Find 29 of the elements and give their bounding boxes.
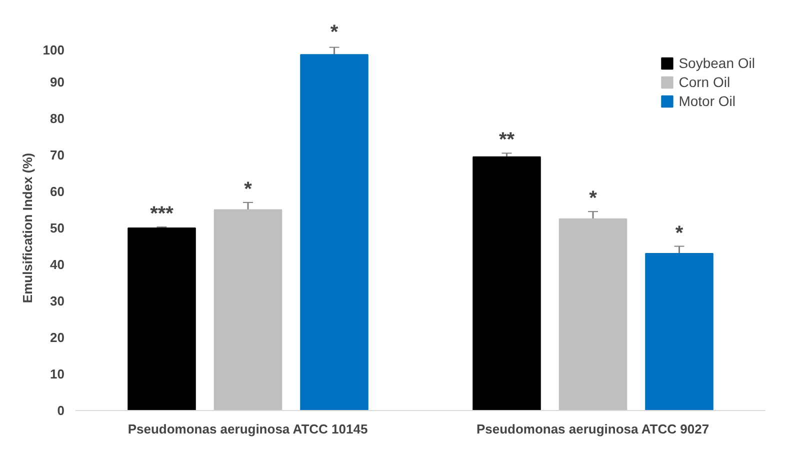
y-axis-title: Emulsification Index (%)	[20, 152, 35, 304]
annotation: *	[589, 188, 598, 210]
x-tick-label: Pseudomonas aeruginosa ATCC 10145	[128, 422, 368, 436]
y-tick-label: 80	[50, 111, 65, 126]
bar	[128, 228, 196, 410]
annotation: *	[244, 178, 252, 200]
legend-label: Corn Oil	[678, 74, 730, 90]
y-tick-label: 10	[50, 366, 65, 382]
y-tick-label: 70	[50, 148, 65, 162]
bar	[645, 253, 714, 410]
y-tick-label: 0	[57, 403, 65, 418]
y-tick-label: 90	[50, 74, 65, 90]
bar	[558, 218, 628, 410]
y-tick-label: 20	[50, 330, 65, 345]
y-tick-label: 100	[42, 42, 65, 58]
legend-label: Soybean Oil	[678, 55, 755, 71]
annotation: *	[675, 222, 684, 244]
annotation: ***	[150, 202, 174, 225]
text: *	[330, 22, 338, 44]
bar	[214, 209, 282, 410]
x-tick-label: Pseudomonas aeruginosa ATCC 9027	[476, 422, 710, 436]
annotation: **	[498, 129, 515, 152]
bar	[472, 156, 541, 410]
legend-label: Motor Oil	[678, 93, 736, 109]
y-tick-label: 50	[50, 220, 65, 236]
y-tick-label: 40	[50, 257, 65, 272]
bar	[300, 54, 368, 410]
y-tick-label: 30	[50, 294, 65, 308]
y-tick-label: 60	[50, 184, 65, 199]
